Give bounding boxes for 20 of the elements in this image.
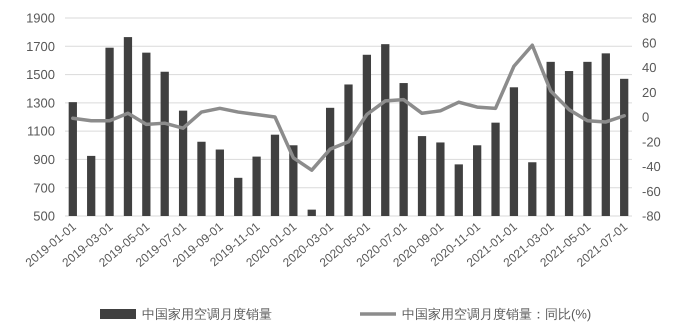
y2-tick-label: 0 bbox=[642, 110, 650, 125]
y2-tick-label: -80 bbox=[642, 208, 661, 224]
y2-tick-label: 40 bbox=[642, 60, 656, 76]
y2-tick-label: 60 bbox=[642, 35, 656, 50]
y-tick-label: 1100 bbox=[27, 124, 55, 139]
legend-label: 中国家用空调月度销量 bbox=[142, 306, 272, 322]
line-series bbox=[71, 43, 626, 172]
y-tick-label: 700 bbox=[33, 180, 55, 196]
y-tick-label: 900 bbox=[33, 152, 55, 167]
y2-tick-label: 80 bbox=[642, 10, 656, 26]
legend-label: 中国家用空调月度销量：同比(%) bbox=[402, 306, 592, 322]
y-tick-label: 1300 bbox=[26, 95, 55, 110]
y-tick-label: 1500 bbox=[26, 67, 55, 82]
y2-tick-label: -60 bbox=[642, 184, 661, 199]
y-tick-label: 1700 bbox=[26, 38, 55, 54]
y2-tick-label: 20 bbox=[642, 84, 656, 100]
y-tick-label: 1900 bbox=[26, 10, 55, 26]
y2-tick-label: -20 bbox=[642, 134, 661, 150]
y2-tick-label: -40 bbox=[642, 159, 661, 174]
y-tick-label: 500 bbox=[33, 208, 55, 224]
